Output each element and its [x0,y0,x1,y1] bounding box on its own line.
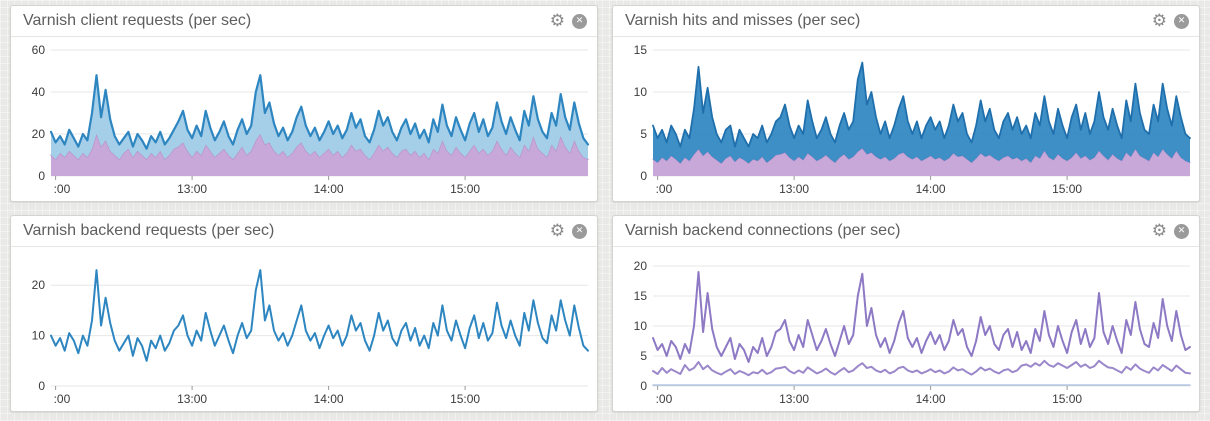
svg-text:15:00: 15:00 [450,392,480,406]
svg-text:20: 20 [634,259,648,273]
gear-icon[interactable]: ⚙ [549,10,565,31]
svg-text:60: 60 [32,43,46,57]
chart-client-requests[interactable]: 0 20 40 60 :00 13:00 14:00 15:00 [11,37,597,201]
close-icon[interactable]: ✕ [1174,223,1189,239]
svg-text:13:00: 13:00 [177,182,207,196]
svg-text:15:00: 15:00 [450,182,480,196]
svg-text:20: 20 [32,278,46,292]
panel-varnish-client-requests: Varnish client requests (per sec) ⚙ ✕ 0 2… [10,5,598,202]
panel-title: Varnish client requests (per sec) [23,12,252,29]
svg-text:15: 15 [634,43,648,57]
svg-text:14:00: 14:00 [314,392,344,406]
svg-text:14:00: 14:00 [916,392,946,406]
chart-backend-requests[interactable]: 0 10 20 :00 13:00 14:00 15:00 [11,247,597,411]
panel-varnish-hits-misses: Varnish hits and misses (per sec) ⚙ ✕ 0 5… [612,5,1200,202]
panel-varnish-backend-connections: Varnish backend connections (per sec) ⚙ … [612,215,1200,412]
close-icon[interactable]: ✕ [572,13,587,29]
svg-text:15: 15 [634,289,648,303]
svg-text:14:00: 14:00 [314,182,344,196]
svg-text:13:00: 13:00 [779,182,809,196]
close-icon[interactable]: ✕ [1174,13,1189,29]
svg-text:10: 10 [32,329,46,343]
close-icon[interactable]: ✕ [572,223,587,239]
svg-text::00: :00 [656,182,673,196]
svg-text:0: 0 [640,379,647,393]
panel-header: Varnish hits and misses (per sec) ⚙ ✕ [613,6,1199,37]
svg-text:13:00: 13:00 [177,392,207,406]
svg-text:0: 0 [38,379,45,393]
panel-varnish-backend-requests: Varnish backend requests (per sec) ⚙ ✕ 0… [10,215,598,412]
svg-text:10: 10 [634,85,648,99]
svg-text:0: 0 [640,169,647,183]
svg-text:13:00: 13:00 [779,392,809,406]
panel-header: Varnish client requests (per sec) ⚙ ✕ [11,6,597,37]
panel-controls: ⚙ ✕ [549,10,587,31]
panel-controls: ⚙ ✕ [1151,10,1189,31]
svg-text::00: :00 [656,392,673,406]
svg-text:20: 20 [32,127,46,141]
chart-backend-connections[interactable]: 0 5 10 15 20 :00 13:00 14:00 15:00 [613,247,1199,411]
svg-text::00: :00 [54,392,71,406]
svg-text:15:00: 15:00 [1052,182,1082,196]
panel-title: Varnish backend connections (per sec) [625,222,901,239]
gear-icon[interactable]: ⚙ [549,220,565,241]
svg-text:14:00: 14:00 [916,182,946,196]
panel-controls: ⚙ ✕ [549,220,587,241]
svg-text::00: :00 [54,182,71,196]
gear-icon[interactable]: ⚙ [1151,220,1167,241]
gear-icon[interactable]: ⚙ [1151,10,1167,31]
panel-controls: ⚙ ✕ [1151,220,1189,241]
svg-text:5: 5 [640,127,647,141]
svg-text:40: 40 [32,85,46,99]
panel-header: Varnish backend connections (per sec) ⚙ … [613,216,1199,247]
svg-text:5: 5 [640,349,647,363]
panel-header: Varnish backend requests (per sec) ⚙ ✕ [11,216,597,247]
svg-text:10: 10 [634,319,648,333]
panel-title: Varnish backend requests (per sec) [23,222,275,239]
svg-text:0: 0 [38,169,45,183]
panel-title: Varnish hits and misses (per sec) [625,12,861,29]
svg-text:15:00: 15:00 [1052,392,1082,406]
